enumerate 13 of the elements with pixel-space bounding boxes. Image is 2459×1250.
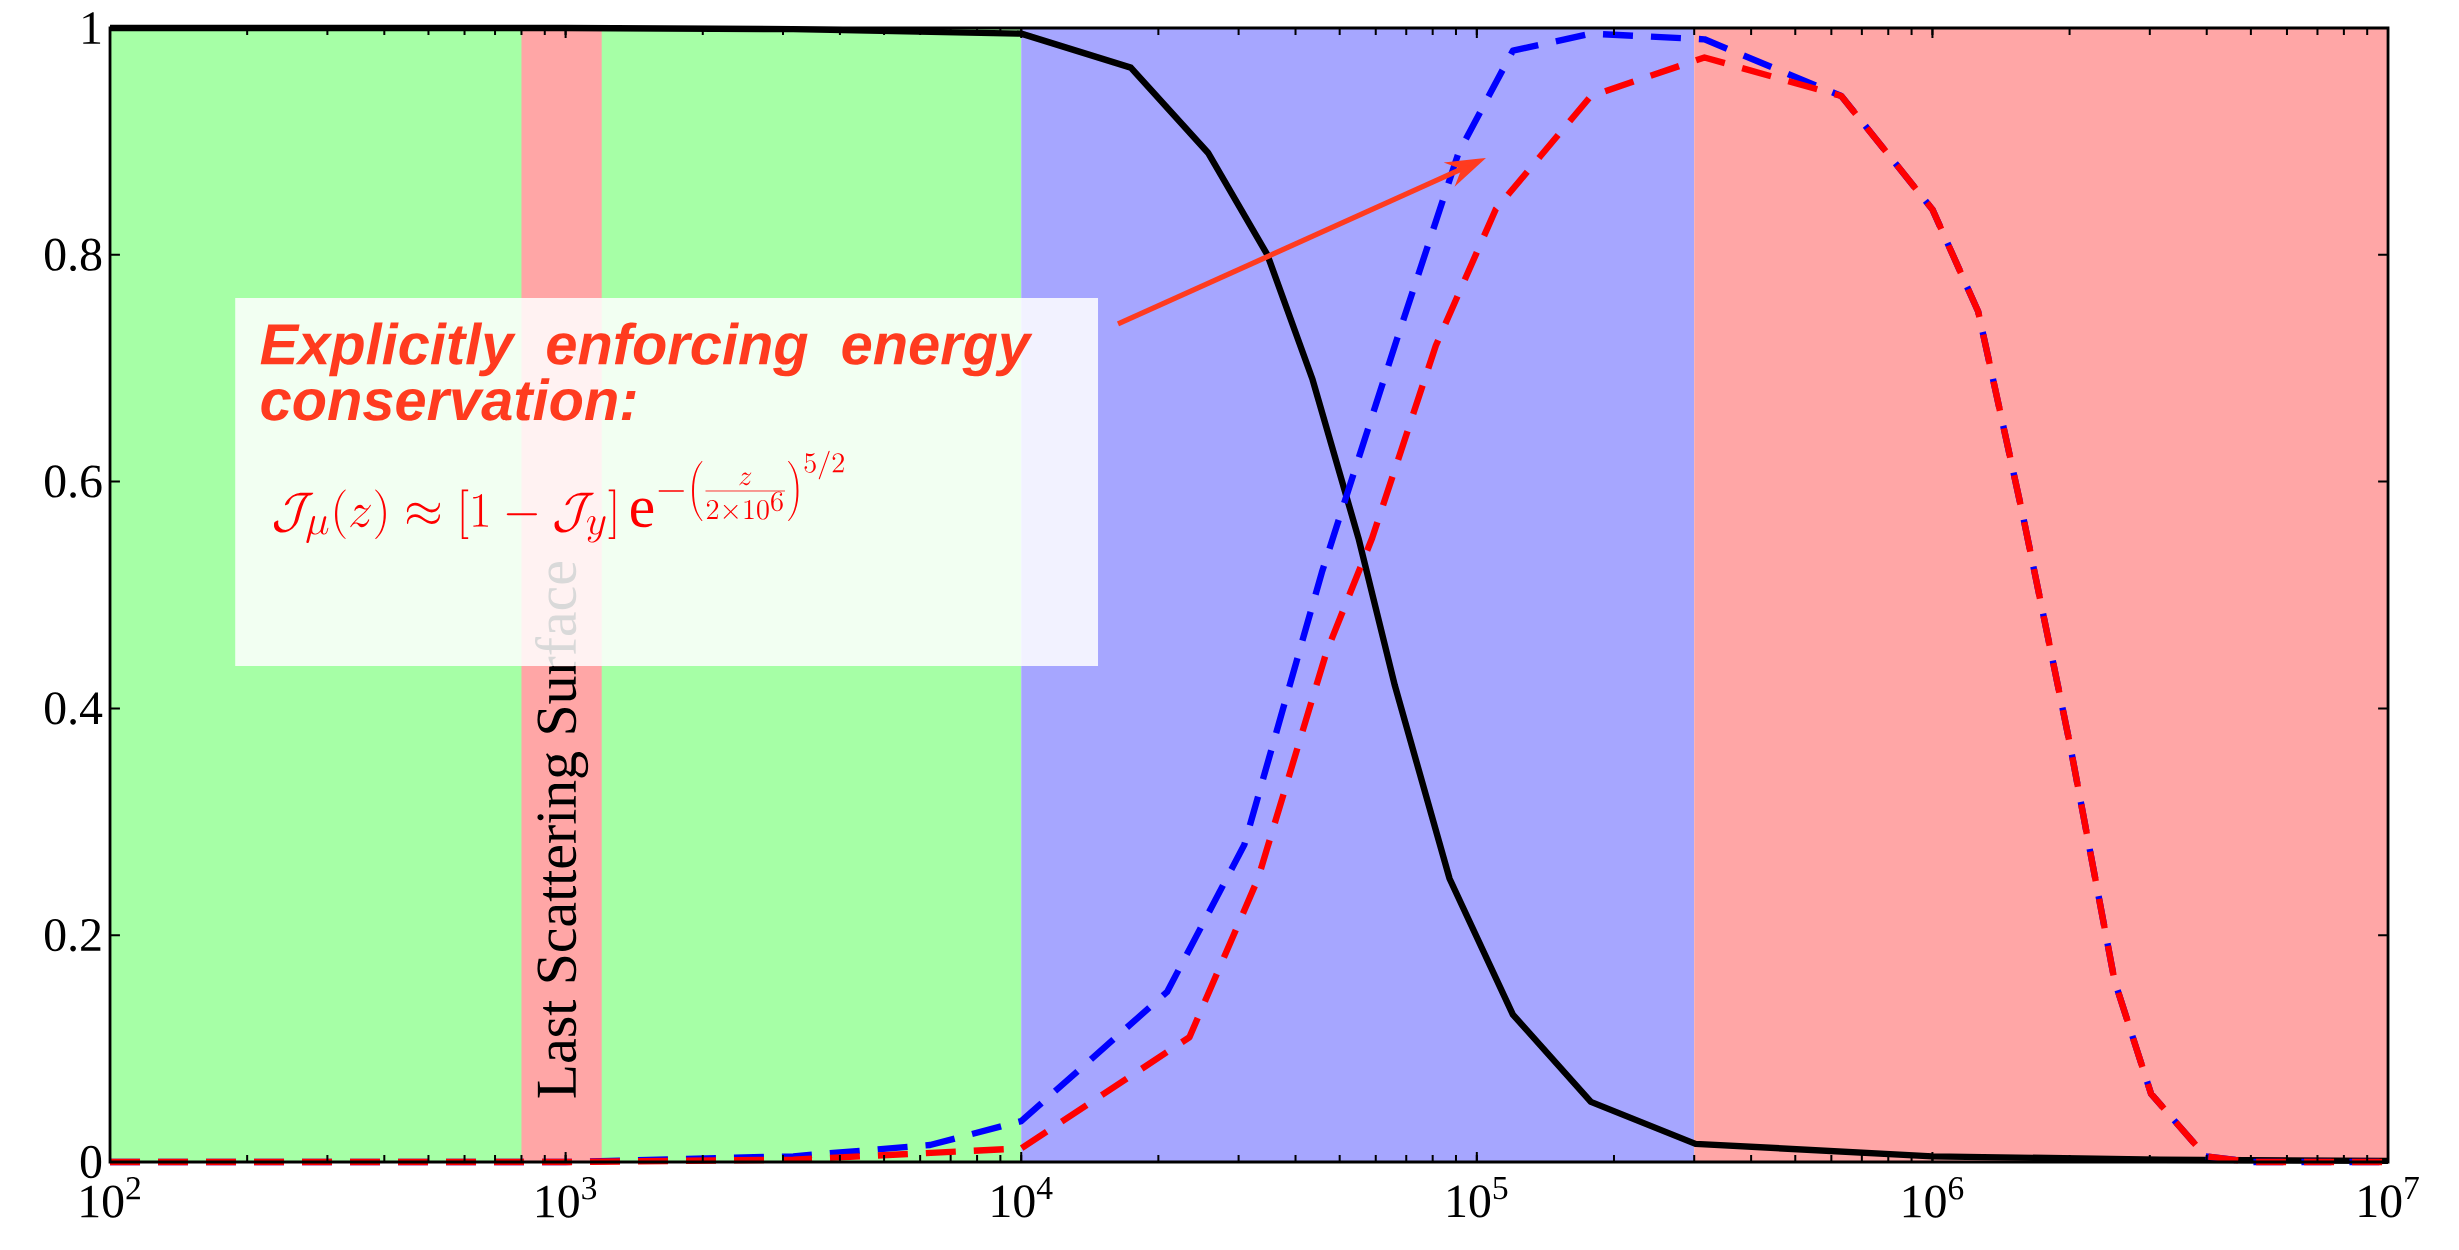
annotation: Explicitly enforcing energy conservation:	[260, 322, 1033, 421]
x-tick-label: 10$^{3}$	[537, 1177, 597, 1218]
annotation: $\mathcal{J}_\mu(z) \approx [1- \mathcal{J}_y]\,\mathrm{e}^{-\left(\frac{z}{2\times 10^6}\right)^{5/2}}$	[273, 450, 844, 544]
y-tick-label: 0	[80, 1145, 102, 1179]
y-tick-label: 0.8	[45, 238, 102, 272]
x-tick-label: 10$^{5}$	[1448, 1177, 1508, 1218]
x-tick-label: 10$^{4}$	[992, 1177, 1053, 1218]
y-tick-label: 0.2	[45, 918, 101, 952]
y-tick-label: 0.6	[45, 465, 102, 498]
x-tick-label: 10$^{7}$	[2359, 1177, 2419, 1218]
y-tick-label: 1	[83, 12, 101, 44]
y-tick-label: 0.4	[45, 692, 103, 725]
x-tick-label: 10$^{6}$	[1903, 1177, 1964, 1218]
